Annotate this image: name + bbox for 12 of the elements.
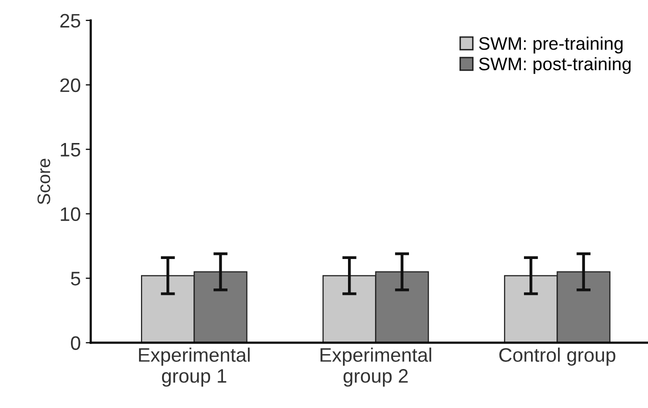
y-tick-label: 25 <box>60 14 80 28</box>
legend-label: SWM: pre-training <box>479 36 623 54</box>
y-tick-label: 10 <box>60 207 80 222</box>
legend-label: SWM: post-training <box>479 57 631 74</box>
y-tick-label: 15 <box>60 142 80 157</box>
x-tick-label: Control group <box>499 348 616 366</box>
x-tick-label: Experimental group 1 <box>139 348 250 387</box>
y-tick-label: 0 <box>70 336 80 350</box>
x-tick-label: Experimental group 2 <box>320 348 432 387</box>
y-tick-label: 20 <box>60 78 80 92</box>
y-tick-label: 5 <box>70 272 80 286</box>
y-axis-title: Score <box>37 158 50 204</box>
